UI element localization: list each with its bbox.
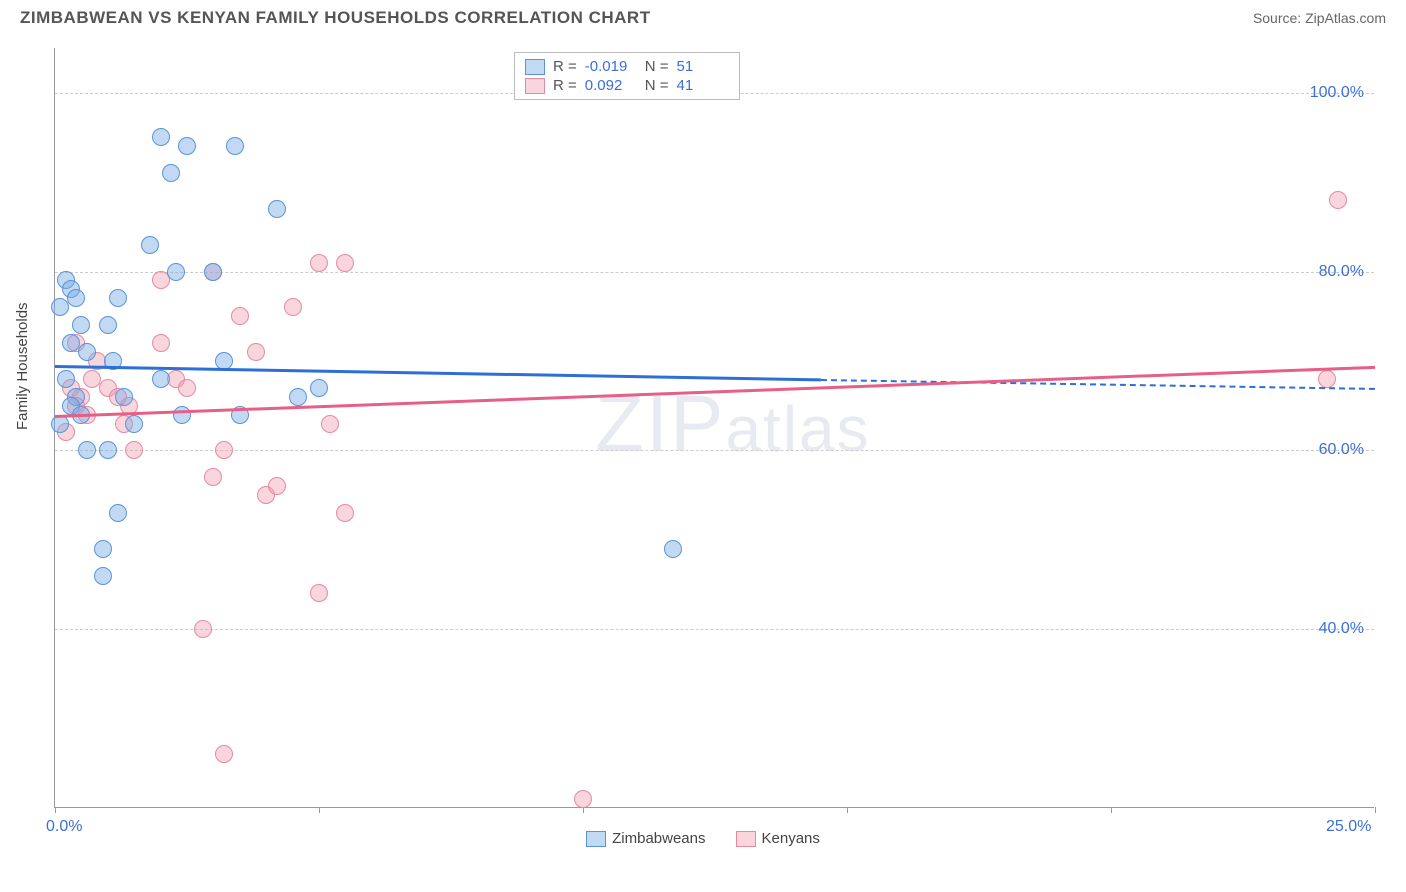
- y-tick-label: 40.0%: [1319, 620, 1364, 638]
- data-point: [310, 584, 328, 602]
- data-point: [215, 745, 233, 763]
- scatter-chart: ZIPatlas 40.0%60.0%80.0%100.0%: [54, 48, 1374, 808]
- data-point: [284, 298, 302, 316]
- data-point: [204, 468, 222, 486]
- data-point: [162, 164, 180, 182]
- data-point: [664, 540, 682, 558]
- data-point: [178, 137, 196, 155]
- r-value: -0.019: [585, 58, 637, 75]
- data-point: [268, 477, 286, 495]
- data-point: [178, 379, 196, 397]
- source-attribution: Source: ZipAtlas.com: [1253, 10, 1386, 26]
- data-point: [125, 441, 143, 459]
- grid-line: [55, 629, 1374, 630]
- data-point: [152, 370, 170, 388]
- legend-label: Kenyans: [762, 830, 820, 847]
- x-tick: [847, 807, 848, 813]
- y-tick-label: 60.0%: [1319, 441, 1364, 459]
- data-point: [94, 567, 112, 585]
- data-point: [215, 441, 233, 459]
- data-point: [321, 415, 339, 433]
- n-label: N =: [645, 58, 669, 75]
- data-point: [99, 441, 117, 459]
- correlation-stats-legend: R = -0.019 N = 51 R = 0.092 N = 41: [514, 52, 740, 100]
- y-tick-label: 100.0%: [1310, 84, 1364, 102]
- data-point: [310, 379, 328, 397]
- data-point: [173, 406, 191, 424]
- legend-item: Zimbabweans: [586, 830, 705, 847]
- x-tick: [1111, 807, 1112, 813]
- data-point: [268, 200, 286, 218]
- data-point: [226, 137, 244, 155]
- data-point: [78, 343, 96, 361]
- n-label: N =: [645, 77, 669, 94]
- data-point: [57, 370, 75, 388]
- n-value: 51: [677, 58, 729, 75]
- x-tick: [55, 807, 56, 813]
- legend-item: Kenyans: [736, 830, 820, 847]
- data-point: [336, 504, 354, 522]
- y-tick-label: 80.0%: [1319, 263, 1364, 281]
- data-point: [141, 236, 159, 254]
- data-point: [194, 620, 212, 638]
- legend-swatch: [586, 831, 606, 847]
- r-value: 0.092: [585, 77, 637, 94]
- data-point: [204, 263, 222, 281]
- legend-swatch: [525, 78, 545, 94]
- data-point: [231, 307, 249, 325]
- data-point: [109, 504, 127, 522]
- chart-title: ZIMBABWEAN VS KENYAN FAMILY HOUSEHOLDS C…: [20, 8, 651, 28]
- data-point: [310, 254, 328, 272]
- data-point: [1318, 370, 1336, 388]
- data-point: [115, 388, 133, 406]
- stats-row: R = -0.019 N = 51: [525, 57, 729, 76]
- data-point: [152, 128, 170, 146]
- stats-row: R = 0.092 N = 41: [525, 76, 729, 95]
- trend-line: [55, 365, 1375, 417]
- data-point: [51, 298, 69, 316]
- n-value: 41: [677, 77, 729, 94]
- data-point: [289, 388, 307, 406]
- x-tick-label: 0.0%: [46, 818, 82, 836]
- grid-line: [55, 450, 1374, 451]
- legend-swatch: [736, 831, 756, 847]
- grid-line: [55, 272, 1374, 273]
- data-point: [125, 415, 143, 433]
- data-point: [67, 289, 85, 307]
- legend-label: Zimbabweans: [612, 830, 705, 847]
- data-point: [574, 790, 592, 808]
- data-point: [247, 343, 265, 361]
- series-legend: Zimbabweans Kenyans: [0, 830, 1406, 847]
- x-tick: [1375, 807, 1376, 813]
- data-point: [336, 254, 354, 272]
- r-label: R =: [553, 58, 577, 75]
- data-point: [99, 316, 117, 334]
- data-point: [1329, 191, 1347, 209]
- data-point: [94, 540, 112, 558]
- r-label: R =: [553, 77, 577, 94]
- x-tick: [319, 807, 320, 813]
- x-tick-label: 25.0%: [1326, 818, 1371, 836]
- data-point: [167, 263, 185, 281]
- data-point: [152, 334, 170, 352]
- y-axis-title: Family Households: [14, 302, 31, 430]
- data-point: [109, 289, 127, 307]
- legend-swatch: [525, 59, 545, 75]
- data-point: [72, 316, 90, 334]
- data-point: [78, 441, 96, 459]
